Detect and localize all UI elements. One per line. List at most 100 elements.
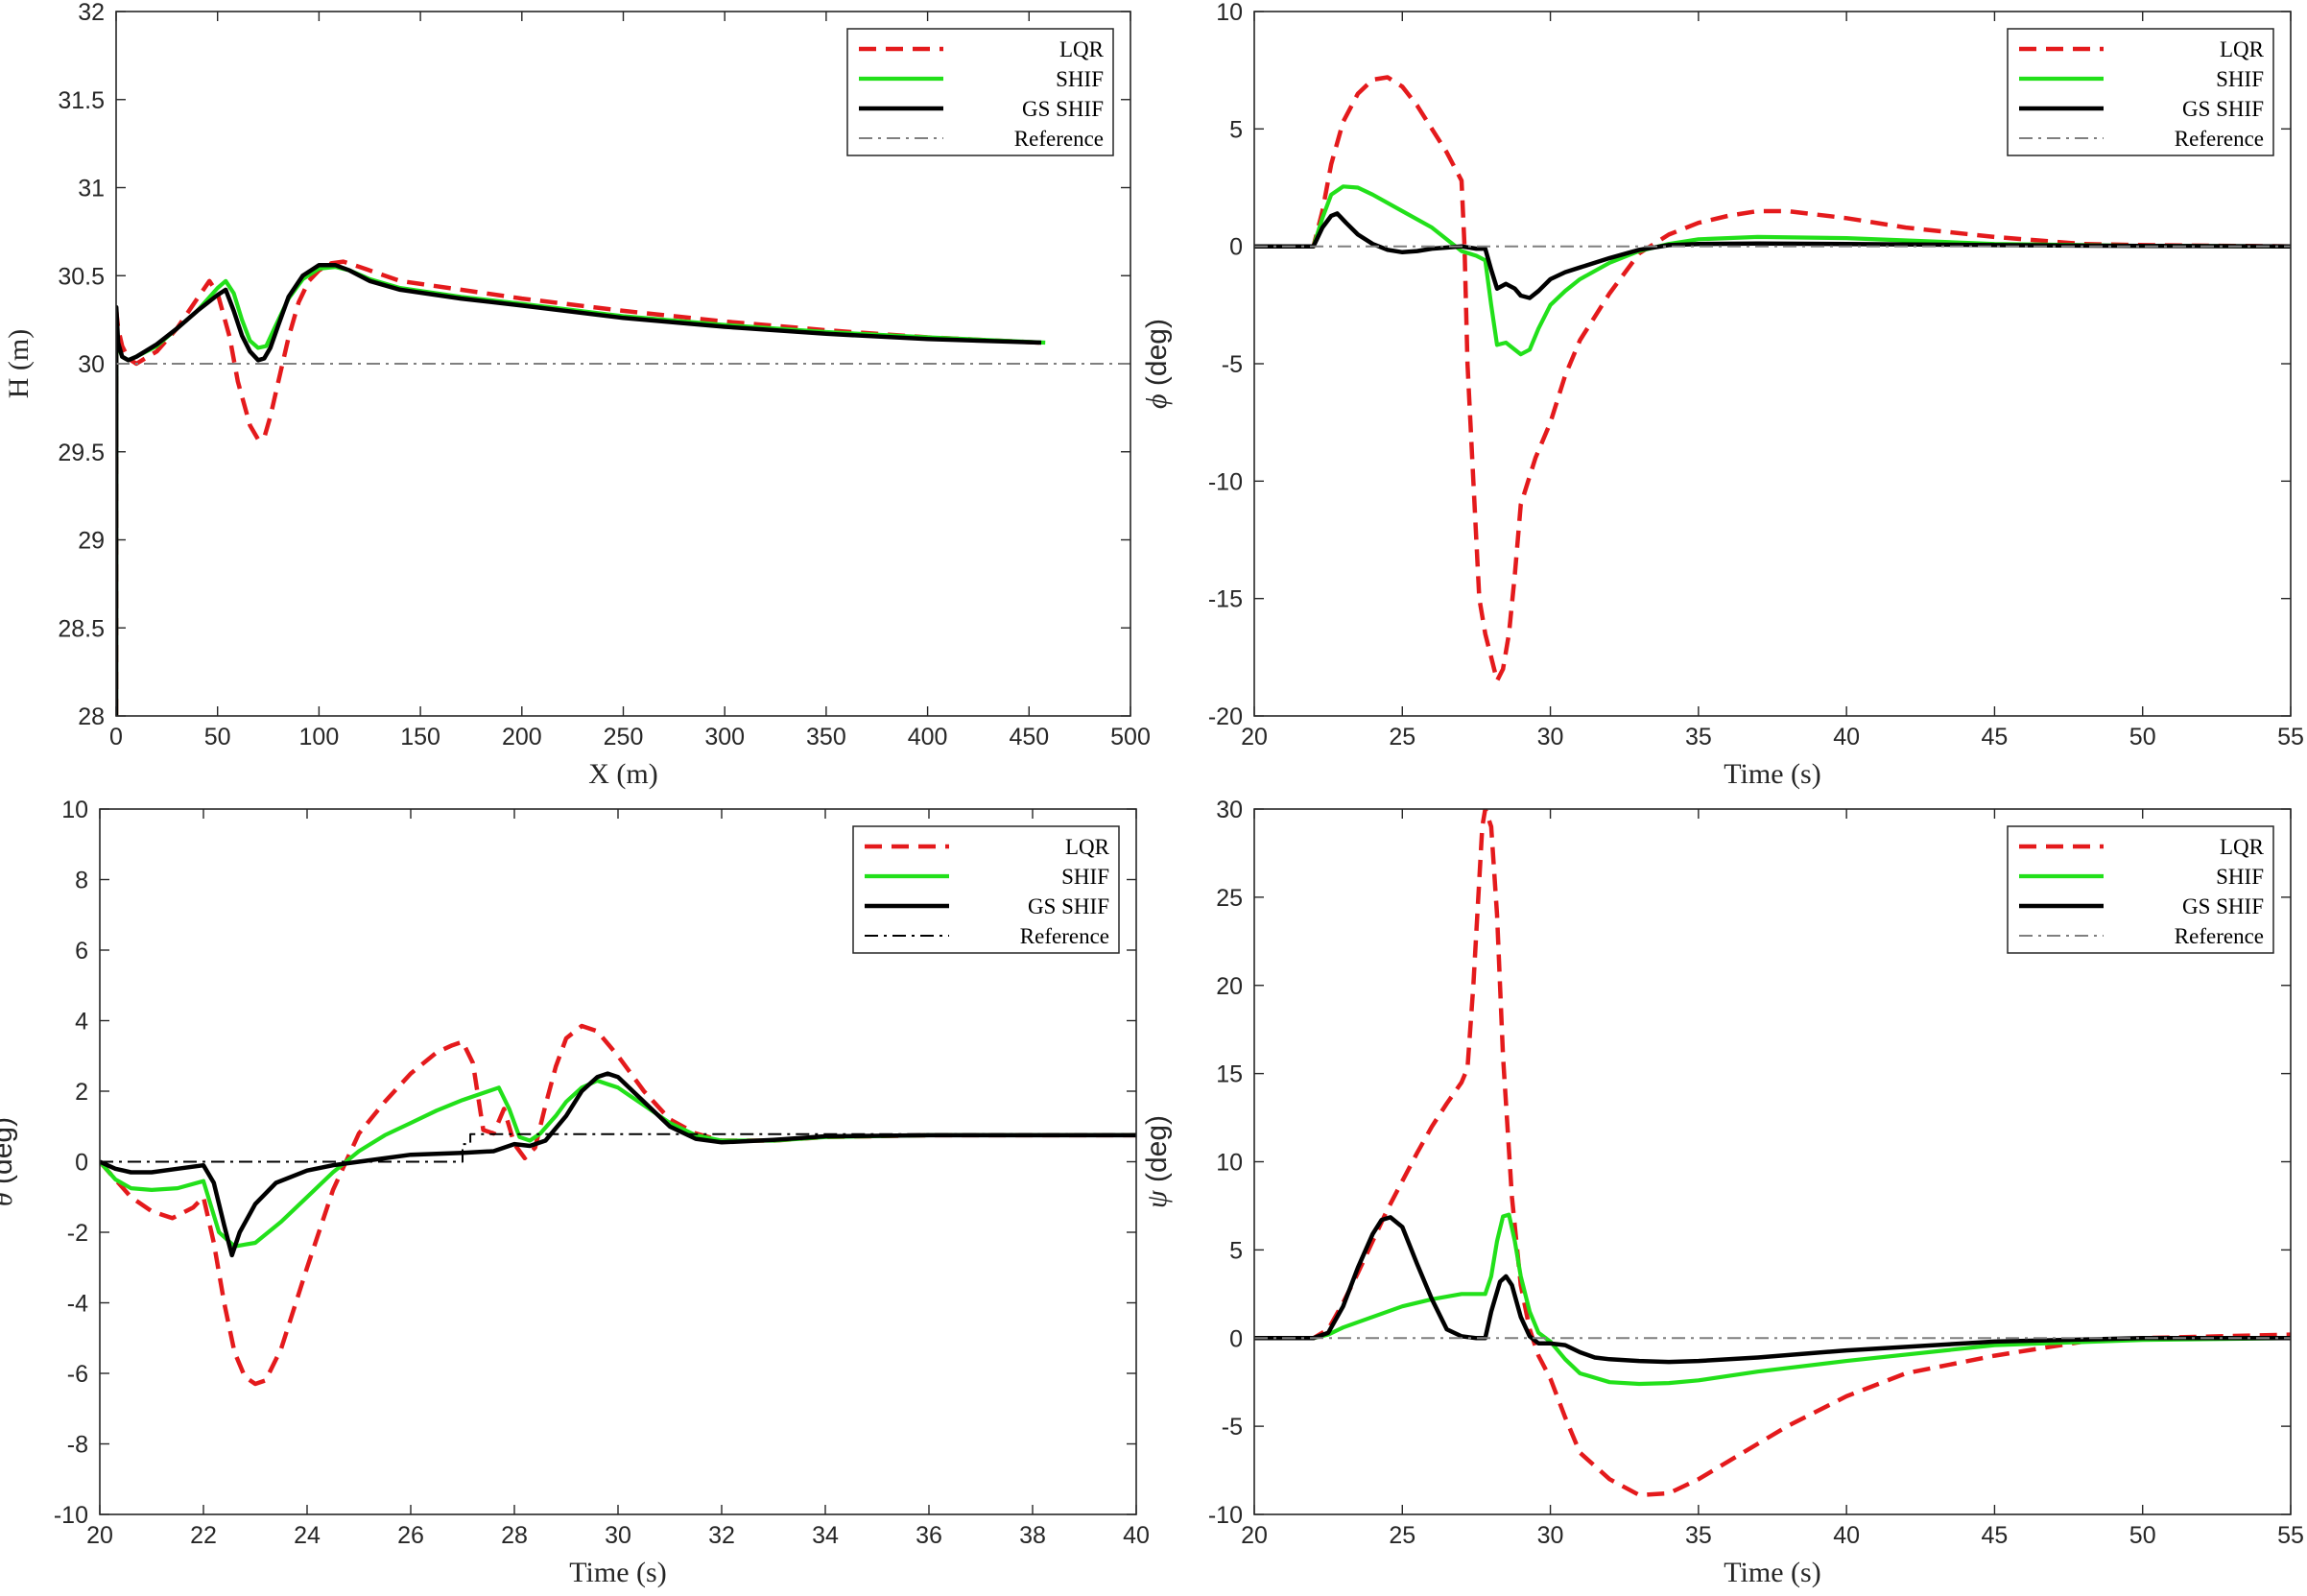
y-tick-label: 25 <box>1216 885 1243 912</box>
x-tick-label: 450 <box>1009 724 1049 750</box>
x-axis-label: Time (s) <box>1724 1557 1820 1588</box>
x-tick-label: 40 <box>1833 724 1860 750</box>
y-axis-unit: (deg) <box>1141 319 1173 393</box>
y-tick-label: 29 <box>78 528 105 555</box>
x-tick-label: 50 <box>204 724 231 750</box>
y-tick-label: 28.5 <box>58 615 105 642</box>
x-tick-label: 20 <box>1241 724 1268 750</box>
x-tick-label: 45 <box>1982 1522 2009 1549</box>
x-tick-label: 32 <box>708 1522 735 1549</box>
series-line-gs-shif <box>1254 211 2291 300</box>
y-tick-label: 28 <box>78 703 105 730</box>
y-tick-label: -6 <box>67 1361 88 1388</box>
legend-label: Reference <box>2175 127 2264 151</box>
y-tick-label: -5 <box>1222 1414 1243 1441</box>
series-line-lqr <box>1254 809 2291 1498</box>
x-tick-label: 300 <box>704 724 745 750</box>
x-tick-label: 500 <box>1110 724 1151 750</box>
series-line-shif <box>116 265 1046 716</box>
y-tick-label: 15 <box>1216 1061 1243 1088</box>
legend-label: Reference <box>1014 127 1104 151</box>
y-tick-label: 2 <box>75 1079 88 1106</box>
series-line-reference <box>100 1132 1136 1163</box>
legend-label: GS SHIF <box>1022 97 1104 121</box>
x-tick-label: 35 <box>1685 1522 1712 1549</box>
series-line-shif <box>100 1078 1136 1249</box>
legend-label: SHIF <box>2216 67 2264 91</box>
legend: LQR SHIF GS SHIF Reference <box>846 28 1114 156</box>
y-axis-symbol: ϕ <box>1141 393 1173 409</box>
y-axis-symbol: θ <box>0 1192 18 1206</box>
legend: LQR SHIF GS SHIF Reference <box>2007 28 2274 156</box>
y-tick-label: 30.5 <box>58 263 105 290</box>
plot-frame <box>1253 11 2292 717</box>
y-tick-label: -10 <box>54 1502 88 1529</box>
x-tick-label: 50 <box>2129 724 2156 750</box>
legend-label: GS SHIF <box>1028 894 1109 918</box>
y-tick-label: 0 <box>75 1150 88 1177</box>
x-tick-label: 350 <box>806 724 846 750</box>
y-tick-label: 10 <box>61 797 88 823</box>
chart-roll: 20 25 30 35 40 45 50 55 -20 -15 -10 -5 0 5 10 Time (s) ϕ… <box>1141 0 2304 790</box>
x-tick-label: 200 <box>502 724 542 750</box>
x-tick-label: 100 <box>299 724 340 750</box>
x-tick-label: 20 <box>1241 1522 1268 1549</box>
legend-label: LQR <box>1065 835 1110 859</box>
y-tick-label: 4 <box>75 1009 88 1036</box>
y-axis-label: ψ (deg) <box>1141 1115 1173 1208</box>
y-tick-label: -5 <box>1222 351 1243 378</box>
legend-label: Reference <box>2175 924 2264 948</box>
x-tick-label: 55 <box>2277 724 2304 750</box>
legend-label: LQR <box>2220 37 2265 61</box>
x-tick-label: 34 <box>812 1522 839 1549</box>
series-line-lqr <box>1254 75 2291 683</box>
legend-label: LQR <box>1059 37 1105 61</box>
legend-label: SHIF <box>1061 865 1109 889</box>
x-tick-label: 24 <box>294 1522 321 1549</box>
series-line-gs-shif <box>100 1071 1136 1258</box>
x-tick-label: 36 <box>916 1522 942 1549</box>
y-axis-unit: (deg) <box>0 1117 18 1192</box>
legend: LQR SHIF GS SHIF Reference <box>2007 825 2274 954</box>
series-line-shif <box>1254 1212 2291 1387</box>
plot-frame <box>1253 808 2292 1515</box>
x-axis-label: X (m) <box>588 758 657 790</box>
x-tick-label: 28 <box>501 1522 528 1549</box>
legend-label: GS SHIF <box>2182 97 2264 121</box>
y-axis-symbol: ψ <box>1141 1189 1173 1208</box>
x-tick-label: 35 <box>1685 724 1712 750</box>
legend-label: Reference <box>1020 924 1109 948</box>
y-tick-label: -2 <box>67 1220 88 1247</box>
chart-alt: 0 50 100 150 200 250 300 350 400 450 500 28 28.5 29 29… <box>3 0 1151 790</box>
y-tick-label: -4 <box>67 1291 88 1318</box>
legend-label: GS SHIF <box>2182 894 2264 918</box>
y-tick-label: 20 <box>1216 973 1243 1000</box>
y-tick-label: 0 <box>1229 234 1243 261</box>
legend-label: SHIF <box>1056 67 1104 91</box>
legend: LQR SHIF GS SHIF Reference <box>852 825 1120 954</box>
x-tick-label: 22 <box>190 1522 217 1549</box>
y-axis-unit: (deg) <box>1141 1115 1173 1190</box>
chart-pitch: 20 22 24 26 28 30 32 34 36 38 40-10-8-6-4-20246810… <box>0 797 1150 1588</box>
series-line-lqr <box>100 1023 1136 1387</box>
y-tick-label: 31.5 <box>58 87 105 114</box>
chart-yaw: 20 25 30 35 40 45 50 55 -10 -5 0 5 10 15 20 25 30 Time (s… <box>1141 797 2304 1588</box>
series-line-shif <box>1254 184 2291 357</box>
series-line-lqr <box>116 259 1040 716</box>
x-tick-label: 40 <box>1833 1522 1860 1549</box>
x-tick-label: 38 <box>1019 1522 1046 1549</box>
x-tick-label: 400 <box>908 724 948 750</box>
y-axis-label: θ (deg) <box>0 1117 18 1206</box>
x-tick-label: 40 <box>1123 1522 1150 1549</box>
x-tick-label: 20 <box>86 1522 113 1549</box>
x-tick-label: 26 <box>397 1522 424 1549</box>
x-tick-label: 30 <box>1537 724 1564 750</box>
y-tick-label: 5 <box>1229 1237 1243 1264</box>
y-tick-label: 31 <box>78 176 105 202</box>
x-axis-label: Time (s) <box>1724 758 1820 790</box>
y-tick-label: -8 <box>67 1432 88 1459</box>
plot-frame <box>99 808 1137 1515</box>
y-axis-label: ϕ (deg) <box>1141 319 1173 409</box>
y-tick-label: 6 <box>75 938 88 965</box>
x-axis-label: Time (s) <box>569 1557 666 1588</box>
